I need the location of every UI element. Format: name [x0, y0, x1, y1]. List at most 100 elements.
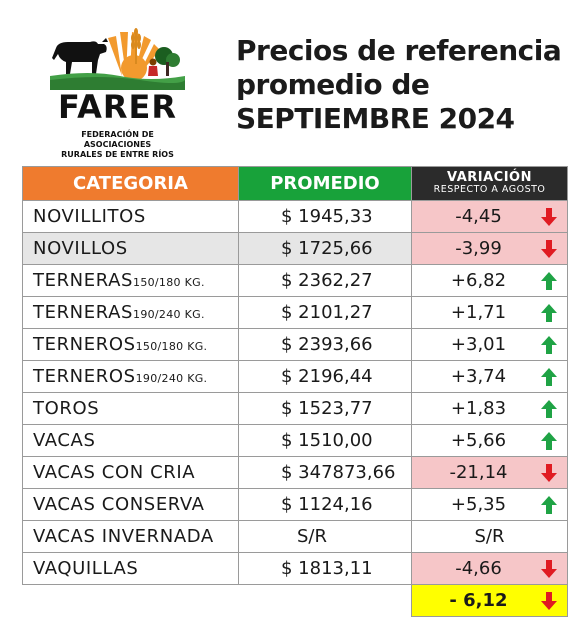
table-row: NOVILLITOS $ 1945,33 -4,45: [22, 200, 568, 233]
row-category: NOVILLOS: [22, 232, 239, 265]
row-price: $ 2393,66: [238, 328, 412, 361]
arrow-down-icon: [541, 559, 557, 578]
row-category: NOVILLITOS: [22, 200, 239, 233]
table-row: VAQUILLAS $ 1813,11 -4,66: [22, 552, 568, 585]
arrow-up-icon: [541, 367, 557, 386]
category-name: TERNERAS: [33, 270, 134, 291]
row-variation: +5,66: [411, 424, 568, 457]
table-row: VACAS CONSERVA $ 1124,16 +5,35: [22, 488, 568, 521]
row-price: $ 1523,77: [238, 392, 412, 425]
category-weight: 190/240 KG.: [135, 372, 208, 385]
table-row: TOROS $ 1523,77 +1,83: [22, 392, 568, 425]
category-name: TOROS: [33, 398, 100, 419]
row-price: $ 2196,44: [238, 360, 412, 393]
total-variation: - 6,12: [411, 584, 568, 617]
category-name: VACAS INVERNADA: [33, 526, 214, 547]
variation-value: S/R: [474, 526, 505, 547]
total-variation-value: - 6,12: [449, 590, 508, 611]
variation-value: -4,66: [455, 558, 502, 579]
arrow-up-icon: [541, 335, 557, 354]
row-category: VACAS CON CRIA: [22, 456, 239, 489]
variation-value: -3,99: [455, 238, 502, 259]
table-header-row: CATEGORIA PROMEDIO VARIACIÓN RESPECTO A …: [22, 166, 568, 201]
category-weight: 190/240 KG.: [133, 308, 205, 321]
row-category: TOROS: [22, 392, 239, 425]
row-price: $ 1725,66: [238, 232, 412, 265]
blank-cell: [239, 585, 412, 617]
category-name: VAQUILLAS: [33, 558, 139, 579]
variation-value: +3,01: [450, 334, 507, 355]
row-variation: +1,71: [411, 296, 568, 329]
category-name: VACAS: [33, 430, 96, 451]
title-line2: promedio de: [236, 68, 430, 101]
header-variacion-title: VARIACIÓN: [447, 169, 532, 185]
arrow-up-icon: [541, 495, 557, 514]
category-name: TERNEROS: [33, 366, 136, 387]
variation-value: +1,83: [450, 398, 507, 419]
category-weight: 150/180 KG.: [133, 276, 205, 289]
row-price: $ 1124,16: [238, 488, 412, 521]
category-name: NOVILLITOS: [33, 206, 146, 227]
farer-logo: FARER FEDERACIÓN DE ASOCIACIONES RURALES…: [50, 18, 185, 159]
row-variation: -4,45: [411, 200, 568, 233]
variation-value: -21,14: [449, 462, 508, 483]
row-price: S/R: [238, 520, 412, 553]
category-weight: 150/180 KG.: [135, 340, 208, 353]
row-category: TERNEROS150/180 KG.: [22, 328, 239, 361]
logo-subtitle-line1: FEDERACIÓN DE ASOCIACIONES: [81, 130, 154, 149]
category-name: VACAS CON CRIA: [33, 462, 196, 483]
blank-cell: [23, 585, 239, 617]
arrow-up-icon: [541, 399, 557, 418]
header-categoria: CATEGORIA: [22, 166, 239, 201]
table-row: VACAS $ 1510,00 +5,66: [22, 424, 568, 457]
logo-graphic: [50, 28, 185, 90]
table-row: TERNEROS190/240 KG. $ 2196,44 +3,74: [22, 360, 568, 393]
row-category: TERNERAS190/240 KG.: [22, 296, 239, 329]
arrow-down-icon: [541, 591, 557, 610]
row-variation: +3,01: [411, 328, 568, 361]
row-category: VACAS: [22, 424, 239, 457]
table-row: TERNERAS190/240 KG. $ 2101,27 +1,71: [22, 296, 568, 329]
row-category: VACAS CONSERVA: [22, 488, 239, 521]
row-variation: S/R: [411, 520, 568, 553]
category-name: TERNEROS: [33, 334, 136, 355]
row-price: $ 347873,66: [238, 456, 412, 489]
row-variation: -3,99: [411, 232, 568, 265]
row-category: VACAS INVERNADA: [22, 520, 239, 553]
header-variacion-subtitle: RESPECTO A AGOSTO: [433, 183, 546, 195]
arrow-down-icon: [541, 463, 557, 482]
category-name: NOVILLOS: [33, 238, 128, 259]
row-variation: +3,74: [411, 360, 568, 393]
variation-value: +5,35: [450, 494, 507, 515]
logo-subtitle: FEDERACIÓN DE ASOCIACIONES RURALES DE EN…: [50, 130, 185, 160]
variation-value: -4,45: [455, 206, 502, 227]
arrow-up-icon: [541, 431, 557, 450]
row-price: $ 2362,27: [238, 264, 412, 297]
variation-value: +3,74: [450, 366, 507, 387]
title-line1: Precios de referencia: [236, 34, 562, 67]
row-price: $ 2101,27: [238, 296, 412, 329]
variation-value: +1,71: [450, 302, 507, 323]
table-row: TERNERAS150/180 KG. $ 2362,27 +6,82: [22, 264, 568, 297]
title-line3: SEPTIEMBRE 2024: [236, 102, 515, 135]
row-category: VAQUILLAS: [22, 552, 239, 585]
row-variation: +6,82: [411, 264, 568, 297]
table-row: VACAS INVERNADA S/R S/R: [22, 520, 568, 553]
logo-subtitle-line2: RURALES DE ENTRE RÍOS: [61, 150, 174, 159]
price-table: CATEGORIA PROMEDIO VARIACIÓN RESPECTO A …: [22, 166, 568, 617]
row-category: TERNEROS190/240 KG.: [22, 360, 239, 393]
row-price: $ 1813,11: [238, 552, 412, 585]
row-variation: +1,83: [411, 392, 568, 425]
header-promedio: PROMEDIO: [238, 166, 412, 201]
row-variation: -21,14: [411, 456, 568, 489]
category-name: TERNERAS: [33, 302, 134, 323]
row-price: $ 1945,33: [238, 200, 412, 233]
table-row: VACAS CON CRIA $ 347873,66 -21,14: [22, 456, 568, 489]
logo-wordmark: FARER: [57, 88, 178, 126]
variation-value: +5,66: [450, 430, 507, 451]
arrow-up-icon: [541, 271, 557, 290]
row-price: $ 1510,00: [238, 424, 412, 457]
arrow-down-icon: [541, 207, 557, 226]
arrow-up-icon: [541, 303, 557, 322]
category-name: VACAS CONSERVA: [33, 494, 205, 515]
